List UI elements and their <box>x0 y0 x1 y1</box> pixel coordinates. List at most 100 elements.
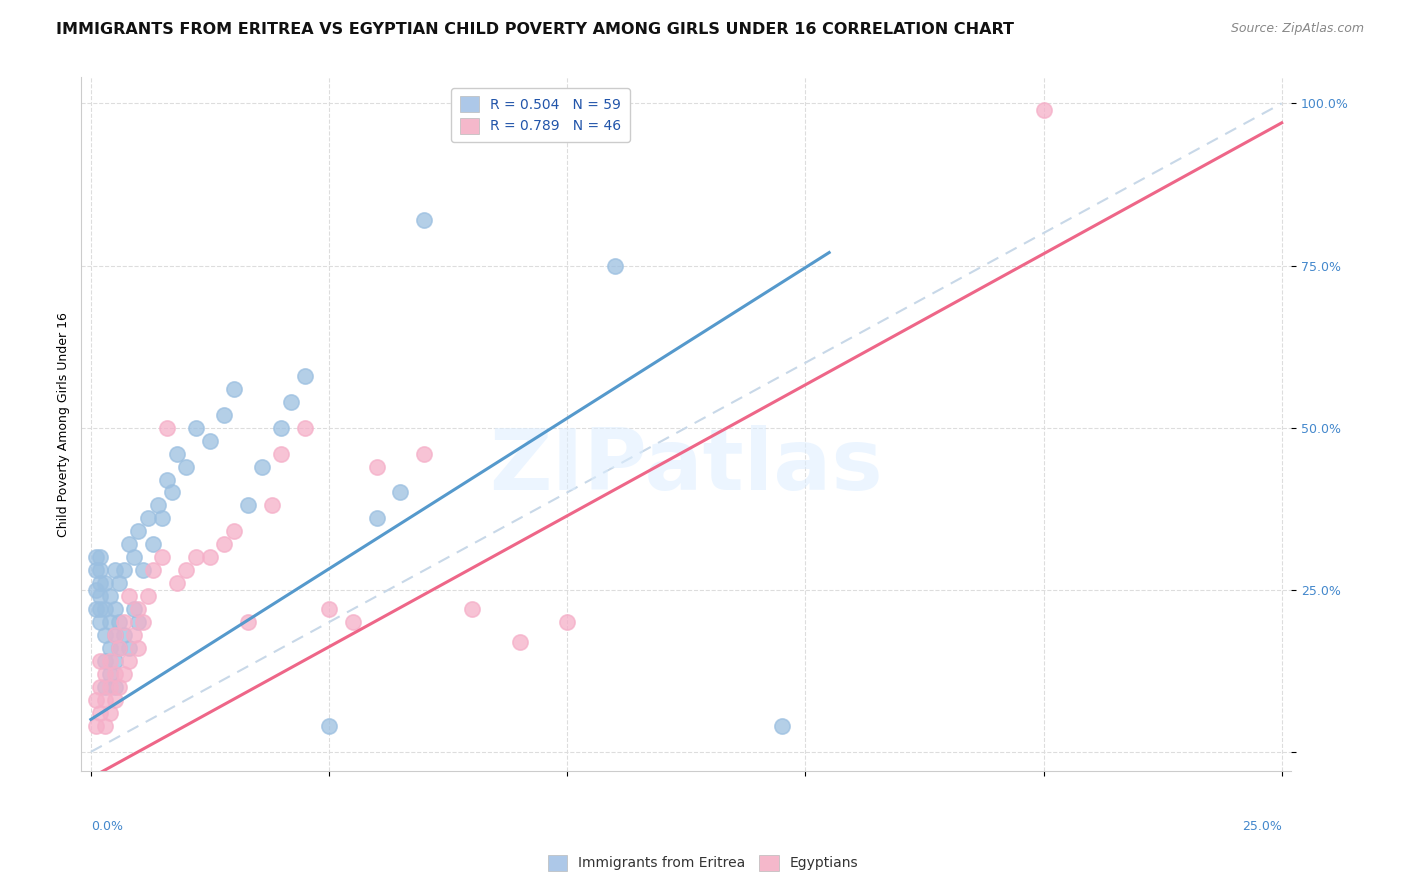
Point <box>413 446 436 460</box>
Point <box>156 420 179 434</box>
Point <box>127 524 149 539</box>
Point <box>127 641 149 656</box>
Point <box>94 576 117 591</box>
Point <box>136 589 159 603</box>
Point <box>122 628 145 642</box>
Point <box>318 719 340 733</box>
Point <box>270 420 292 434</box>
Point <box>122 602 145 616</box>
Point <box>84 602 107 616</box>
Point <box>236 499 259 513</box>
Point <box>461 602 484 616</box>
Point <box>166 446 188 460</box>
Point <box>366 511 388 525</box>
Point <box>98 641 121 656</box>
Point <box>104 654 127 668</box>
Point <box>94 602 117 616</box>
Point <box>89 615 111 629</box>
Point <box>94 693 117 707</box>
Point <box>136 511 159 525</box>
Point <box>94 719 117 733</box>
Legend: Immigrants from Eritrea, Egyptians: Immigrants from Eritrea, Egyptians <box>541 849 865 876</box>
Point <box>108 641 131 656</box>
Point <box>184 550 207 565</box>
Point <box>366 459 388 474</box>
Legend: R = 0.504   N = 59, R = 0.789   N = 46: R = 0.504 N = 59, R = 0.789 N = 46 <box>451 87 630 142</box>
Y-axis label: Child Poverty Among Girls Under 16: Child Poverty Among Girls Under 16 <box>58 312 70 537</box>
Point <box>142 537 165 551</box>
Point <box>98 654 121 668</box>
Point <box>89 680 111 694</box>
Point <box>89 576 111 591</box>
Point <box>118 641 141 656</box>
Point <box>174 459 197 474</box>
Point <box>132 615 155 629</box>
Point <box>94 680 117 694</box>
Point <box>104 628 127 642</box>
Point <box>318 602 340 616</box>
Point <box>184 420 207 434</box>
Point <box>222 524 245 539</box>
Point <box>122 550 145 565</box>
Point <box>108 680 131 694</box>
Point <box>280 394 302 409</box>
Point <box>89 563 111 577</box>
Point <box>89 550 111 565</box>
Text: IMMIGRANTS FROM ERITREA VS EGYPTIAN CHILD POVERTY AMONG GIRLS UNDER 16 CORRELATI: IMMIGRANTS FROM ERITREA VS EGYPTIAN CHIL… <box>56 22 1014 37</box>
Point <box>98 589 121 603</box>
Point <box>146 499 169 513</box>
Point <box>160 485 183 500</box>
Text: ZIPatlas: ZIPatlas <box>489 425 883 508</box>
Point <box>104 628 127 642</box>
Point <box>84 550 107 565</box>
Point <box>84 563 107 577</box>
Point <box>270 446 292 460</box>
Point <box>89 602 111 616</box>
Point <box>166 576 188 591</box>
Point <box>252 459 274 474</box>
Point <box>94 654 117 668</box>
Point <box>108 576 131 591</box>
Point <box>108 615 131 629</box>
Point <box>94 667 117 681</box>
Point <box>260 499 283 513</box>
Point <box>198 550 221 565</box>
Point <box>198 434 221 448</box>
Point <box>212 537 235 551</box>
Text: 0.0%: 0.0% <box>91 820 122 833</box>
Point <box>118 589 141 603</box>
Point <box>389 485 412 500</box>
Point <box>1032 103 1054 117</box>
Point <box>222 382 245 396</box>
Point <box>150 550 173 565</box>
Point <box>212 408 235 422</box>
Point <box>89 589 111 603</box>
Point <box>104 693 127 707</box>
Point <box>156 473 179 487</box>
Point <box>555 615 578 629</box>
Point <box>413 213 436 227</box>
Point <box>94 628 117 642</box>
Point <box>104 563 127 577</box>
Point <box>112 667 135 681</box>
Point <box>112 615 135 629</box>
Point <box>127 615 149 629</box>
Text: 25.0%: 25.0% <box>1241 820 1282 833</box>
Point <box>98 667 121 681</box>
Point <box>603 259 626 273</box>
Point <box>89 706 111 720</box>
Point <box>98 680 121 694</box>
Point <box>118 654 141 668</box>
Text: Source: ZipAtlas.com: Source: ZipAtlas.com <box>1230 22 1364 36</box>
Point <box>770 719 793 733</box>
Point <box>236 615 259 629</box>
Point <box>132 563 155 577</box>
Point <box>104 602 127 616</box>
Point <box>84 582 107 597</box>
Point <box>342 615 364 629</box>
Point <box>127 602 149 616</box>
Point <box>84 719 107 733</box>
Point <box>112 628 135 642</box>
Point <box>104 667 127 681</box>
Point <box>104 680 127 694</box>
